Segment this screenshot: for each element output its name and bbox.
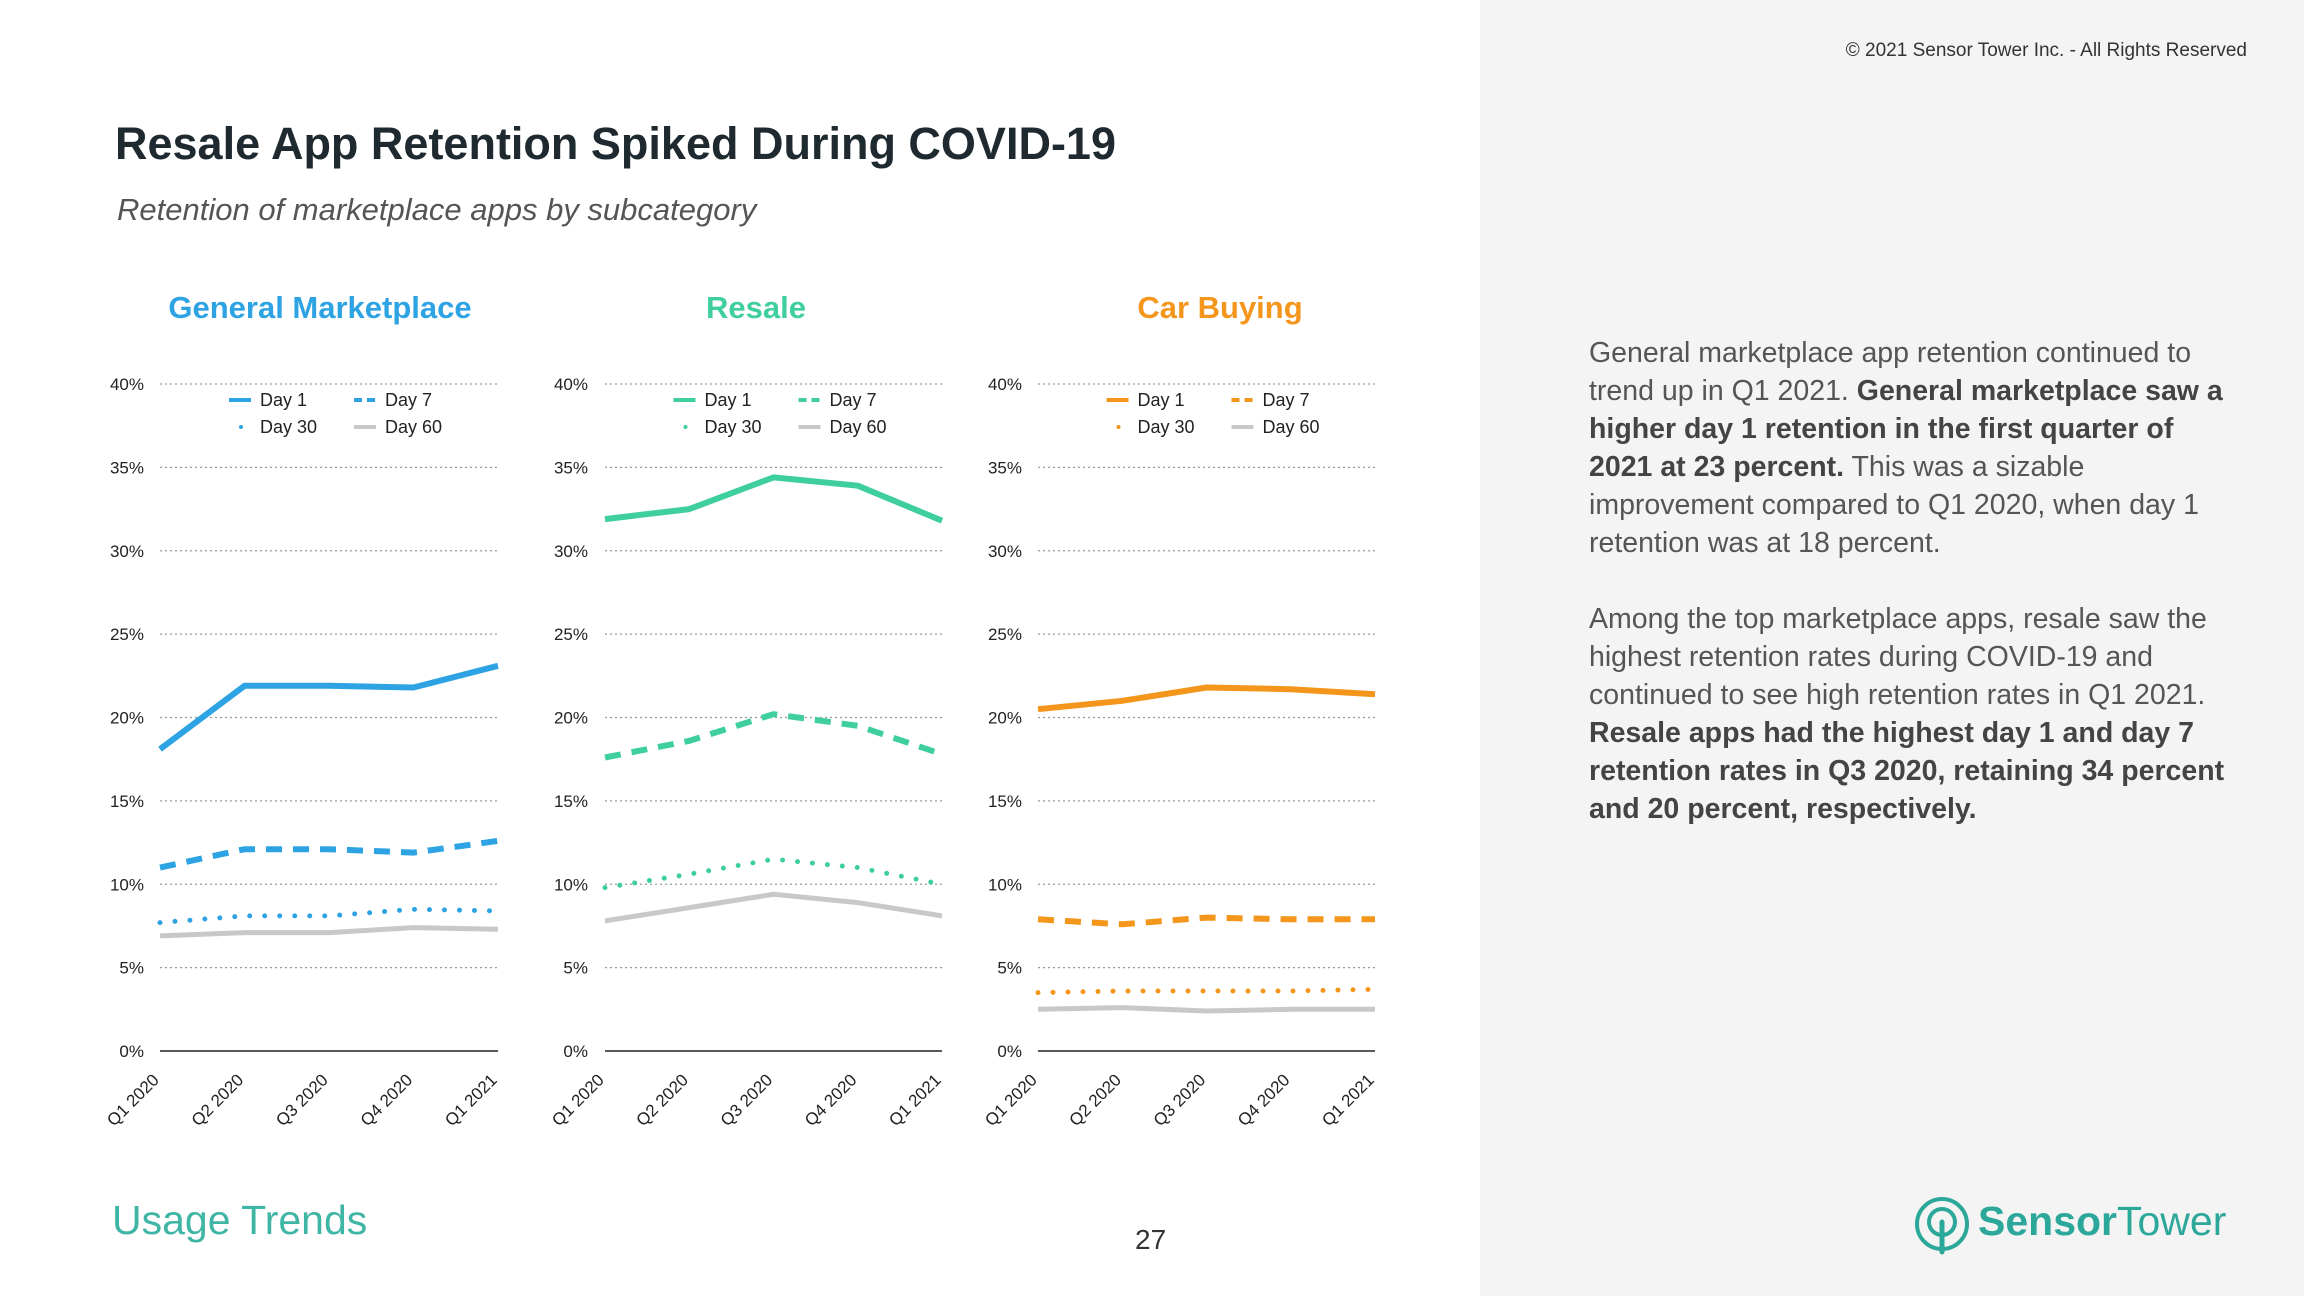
copyright-notice: © 2021 Sensor Tower Inc. - All Rights Re…: [1845, 40, 2247, 61]
general-marketplace-legend-label-day-60: Day 60: [385, 417, 442, 437]
resale-y-tick-label: 0%: [563, 1042, 588, 1061]
car-buying-y-tick-label: 10%: [988, 875, 1022, 894]
car-buying-series-day-30: [1035, 986, 1378, 996]
page-title: Resale App Retention Spiked During COVID…: [115, 118, 1116, 169]
general-marketplace-series-day-7: [159, 837, 499, 871]
resale-y-tick-label: 30%: [554, 542, 588, 561]
general-marketplace-y-tick-label: 30%: [110, 542, 144, 561]
resale-x-tick-label: Q1 2020: [548, 1070, 608, 1130]
car-buying-series-day-60: [1037, 1005, 1375, 1014]
summary-p1-lead: General marketplace app retention contin…: [1589, 337, 2192, 407]
brand-name-bold: Sensor: [1978, 1198, 2117, 1244]
general-marketplace-y-tick-label: 40%: [110, 375, 144, 394]
resale-y-tick-label: 5%: [563, 959, 588, 978]
resale-y-tick-label: 35%: [554, 458, 588, 477]
general-marketplace-y-tick-label: 35%: [110, 458, 144, 477]
chart-title-general-marketplace: General Marketplace: [168, 290, 472, 325]
section-label: Usage Trends: [112, 1197, 368, 1243]
chart-title-resale: Resale: [706, 290, 806, 325]
car-buying-y-tick-label: 35%: [988, 458, 1022, 477]
general-marketplace-x-tick-label: Q3 2020: [272, 1070, 332, 1130]
general-marketplace-x-tick-label: Q2 2020: [188, 1070, 248, 1130]
chart-title-car-buying: Car Buying: [1137, 290, 1303, 325]
general-marketplace-y-tick-label: 20%: [110, 709, 144, 728]
general-marketplace-legend-label-day-7: Day 7: [385, 390, 432, 410]
general-marketplace-y-tick-label: 0%: [119, 1042, 144, 1061]
general-marketplace-y-tick-label: 10%: [110, 875, 144, 894]
resale-series-day-30: [602, 856, 945, 891]
summary-paragraph-1: General marketplace app retention contin…: [1589, 334, 2229, 562]
car-buying-x-tick-label: Q2 2020: [1066, 1070, 1126, 1130]
car-buying-y-tick-label: 5%: [997, 959, 1022, 978]
resale-legend-label-day-7: Day 7: [830, 390, 877, 410]
retention-line-charts: 0% 5% 10% 15% 20% 25% 30% 35% 40% Q1 2020 Q2 2020 Q…: [103, 375, 1378, 1130]
car-buying-x-tick-label: Q1 2020: [981, 1070, 1041, 1130]
general-marketplace-legend-swatch-day-30: [239, 425, 243, 429]
car-buying-y-tick-label: 15%: [988, 792, 1022, 811]
car-buying-legend-swatch-day-30: [1116, 425, 1121, 429]
general-marketplace-x-tick-label: Q1 2020: [103, 1070, 163, 1130]
car-buying-series-day-1: [1037, 684, 1376, 713]
resale-x-tick-label: Q1 2021: [885, 1070, 945, 1130]
general-marketplace-legend-label-day-1: Day 1: [260, 390, 307, 410]
resale-legend-swatch-day-30: [683, 425, 688, 429]
resale-series-day-60: [604, 891, 943, 924]
car-buying-y-tick-label: 20%: [988, 709, 1022, 728]
summary-p2-lead: Among the top marketplace apps, resale s…: [1589, 603, 2207, 711]
car-buying-legend-label-day-60: Day 60: [1263, 417, 1320, 437]
general-marketplace-x-tick-label: Q1 2021: [441, 1070, 501, 1130]
page-subtitle: Retention of marketplace apps by subcate…: [117, 192, 757, 227]
resale-x-tick-label: Q4 2020: [801, 1070, 861, 1130]
car-buying-legend-label-day-1: Day 1: [1138, 390, 1185, 410]
car-buying-x-tick-label: Q4 2020: [1234, 1070, 1294, 1130]
car-buying-x-tick-label: Q3 2020: [1150, 1070, 1210, 1130]
resale-y-tick-label: 25%: [554, 625, 588, 644]
resale-series-day-1: [604, 474, 944, 524]
general-marketplace-x-tick-label: Q4 2020: [357, 1070, 417, 1130]
resale-y-tick-label: 40%: [554, 375, 588, 394]
brand-name-light: Tower: [2117, 1198, 2227, 1244]
page-number: 27: [1135, 1224, 1167, 1255]
summary-p2-highlight: Resale apps had the highest day 1 and da…: [1589, 717, 2225, 825]
resale-y-tick-label: 10%: [554, 875, 588, 894]
general-marketplace-y-tick-label: 15%: [110, 792, 144, 811]
car-buying-y-tick-label: 30%: [988, 542, 1022, 561]
sensor-tower-logo: SensorTower: [1912, 1196, 2226, 1255]
general-marketplace-series-day-30: [157, 906, 501, 926]
general-marketplace-y-tick-label: 5%: [119, 959, 144, 978]
general-marketplace-series-day-1: [158, 662, 499, 752]
general-marketplace-series-day-60: [159, 925, 499, 939]
resale-legend-label-day-30: Day 30: [705, 417, 762, 437]
car-buying-legend-label-day-7: Day 7: [1263, 390, 1310, 410]
summary-p1-highlight: General marketplace saw a higher day 1 r…: [1589, 375, 2223, 483]
general-marketplace-legend-label-day-30: Day 30: [260, 417, 317, 437]
resale-x-tick-label: Q2 2020: [633, 1070, 693, 1130]
resale-legend-label-day-1: Day 1: [705, 390, 752, 410]
car-buying-x-tick-label: Q1 2021: [1318, 1070, 1378, 1130]
car-buying-series-day-7: [1037, 914, 1375, 928]
summary-text: General marketplace app retention contin…: [1589, 334, 2229, 866]
car-buying-y-tick-label: 25%: [988, 625, 1022, 644]
resale-legend-label-day-60: Day 60: [830, 417, 887, 437]
sensor-tower-logo-icon: [1915, 1197, 1969, 1255]
summary-panel: [1480, 0, 2304, 1296]
resale-y-tick-label: 20%: [554, 709, 588, 728]
car-buying-legend-label-day-30: Day 30: [1138, 417, 1195, 437]
resale-x-tick-label: Q3 2020: [717, 1070, 777, 1130]
resale-series-day-7: [604, 711, 943, 761]
resale-y-tick-label: 15%: [554, 792, 588, 811]
general-marketplace-y-tick-label: 25%: [110, 625, 144, 644]
summary-paragraph-2: Among the top marketplace apps, resale s…: [1589, 600, 2229, 828]
sensor-tower-wordmark: SensorTower: [1978, 1198, 2226, 1245]
car-buying-y-tick-label: 40%: [988, 375, 1022, 394]
car-buying-y-tick-label: 0%: [997, 1042, 1022, 1061]
summary-p1-tail: This was a sizable improvement compared …: [1589, 451, 2199, 559]
